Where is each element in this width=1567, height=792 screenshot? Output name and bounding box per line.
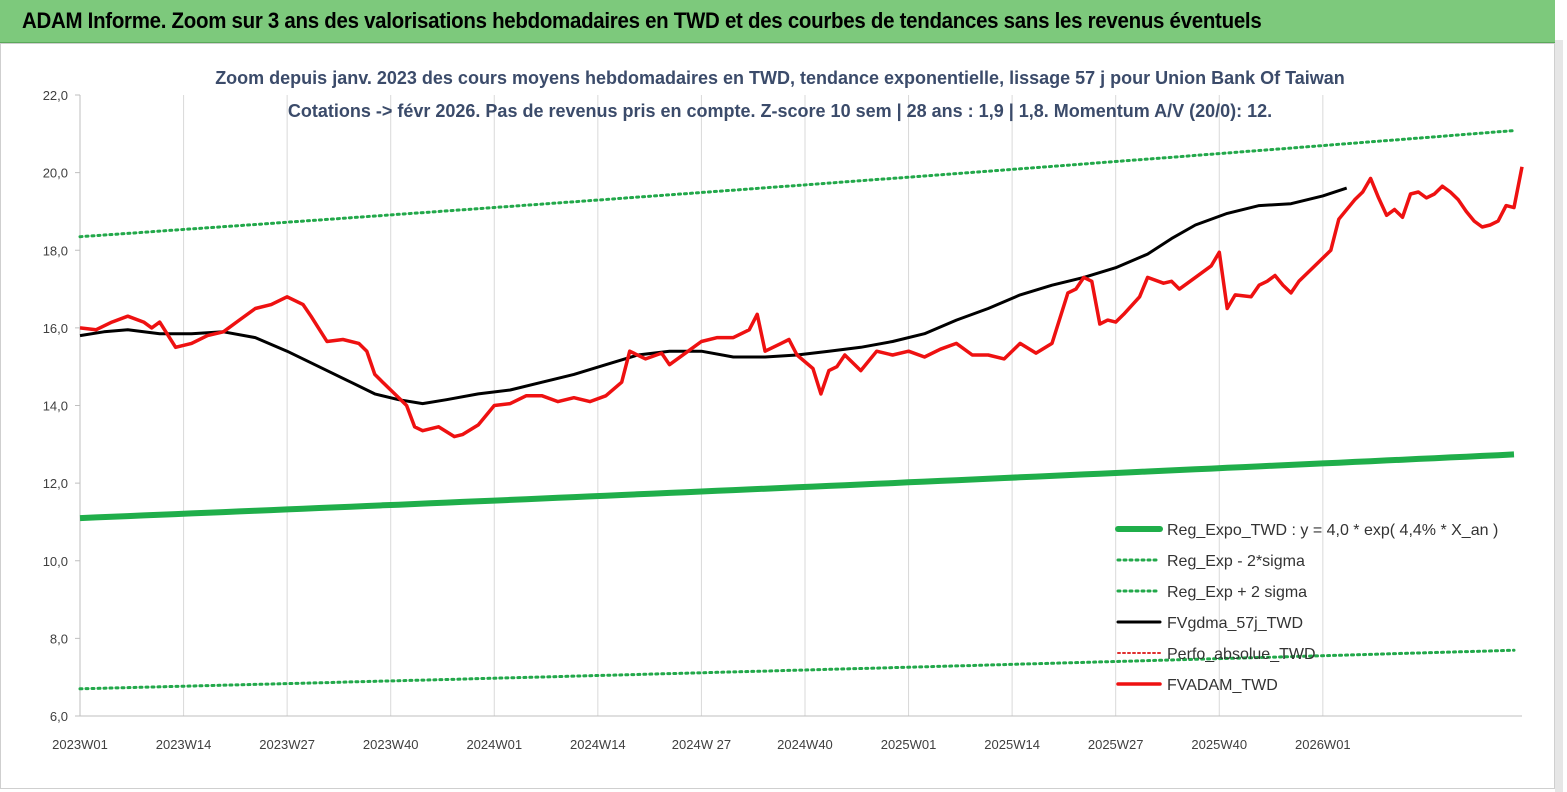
legend-perfo-absolue-label: Perfo_absolue_TWD xyxy=(1167,646,1316,663)
series xyxy=(78,129,1524,691)
chart-subtitle-line1: Zoom depuis janv. 2023 des cours moyens … xyxy=(215,68,1345,88)
y-tick-label: 6,0 xyxy=(50,709,68,724)
series-reg-exp-plus-2sigma xyxy=(78,129,1516,239)
x-tick-label: 2025W40 xyxy=(1191,737,1247,752)
x-tick-label: 2024W01 xyxy=(466,737,522,752)
chart-frame xyxy=(0,43,1555,789)
x-tick-label: 2023W01 xyxy=(52,737,108,752)
y-tick-label: 8,0 xyxy=(50,631,68,646)
legend-reg-expo-label: Reg_Expo_TWD : y = 4,0 * exp( 4,4% * X_a… xyxy=(1167,522,1498,539)
legend-fvgdma-label: FVgdma_57j_TWD xyxy=(1167,615,1303,632)
x-tick-label: 2024W40 xyxy=(777,737,833,752)
y-tick-label: 10,0 xyxy=(43,554,68,569)
x-tick-label: 2024W 27 xyxy=(672,737,731,752)
axes: 2023W01 2023W14 2023W27 2023W40 2024W01 2024W… xyxy=(43,88,1522,752)
x-tick-label: 2025W27 xyxy=(1088,737,1144,752)
y-tick-label: 18,0 xyxy=(43,243,68,258)
page-title: ADAM Informe. Zoom sur 3 ans des valoris… xyxy=(22,8,1262,33)
chart-subtitle-line2: Cotations -> févr 2026. Pas de revenus p… xyxy=(288,101,1272,121)
legend-fvadam-label: FVADAM_TWD xyxy=(1167,677,1278,694)
y-tick-label: 22,0 xyxy=(43,88,68,103)
x-tick-label: 2023W27 xyxy=(259,737,315,752)
y-tick-label: 20,0 xyxy=(43,166,68,181)
legend-reg-exp-plus-label: Reg_Exp + 2 sigma xyxy=(1167,584,1307,601)
series-fvadam-twd xyxy=(79,166,1524,439)
title-banner: ADAM Informe. Zoom sur 3 ans des valoris… xyxy=(0,0,1555,43)
x-tick-label: 2023W40 xyxy=(363,737,419,752)
x-tick-label: 2025W01 xyxy=(881,737,937,752)
y-tick-label: 16,0 xyxy=(43,321,68,336)
legend-reg-exp-minus-label: Reg_Exp - 2*sigma xyxy=(1167,553,1305,570)
x-tick-label: 2023W14 xyxy=(156,737,212,752)
x-tick-label: 2024W14 xyxy=(570,737,626,752)
series-reg-exp-minus-2sigma xyxy=(78,648,1516,691)
series-fvgdma-57j-twd xyxy=(79,186,1348,406)
series-reg-expo-twd xyxy=(79,451,1515,522)
y-tick-label: 14,0 xyxy=(43,399,68,414)
legend: Reg_Expo_TWD : y = 4,0 * exp( 4,4% * X_a… xyxy=(1115,522,1498,694)
x-tick-label: 2025W14 xyxy=(984,737,1040,752)
x-tick-label: 2026W01 xyxy=(1295,737,1351,752)
y-tick-label: 12,0 xyxy=(43,476,68,491)
scrollbar-track[interactable] xyxy=(1555,40,1563,792)
